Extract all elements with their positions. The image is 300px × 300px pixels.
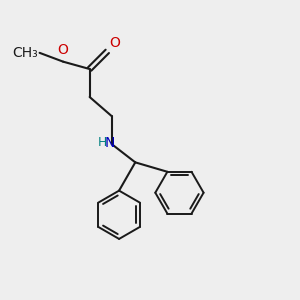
Text: O: O: [58, 43, 69, 57]
Text: CH₃: CH₃: [12, 46, 38, 60]
Text: N: N: [105, 136, 116, 150]
Text: O: O: [109, 36, 120, 50]
Text: H: H: [98, 136, 107, 149]
